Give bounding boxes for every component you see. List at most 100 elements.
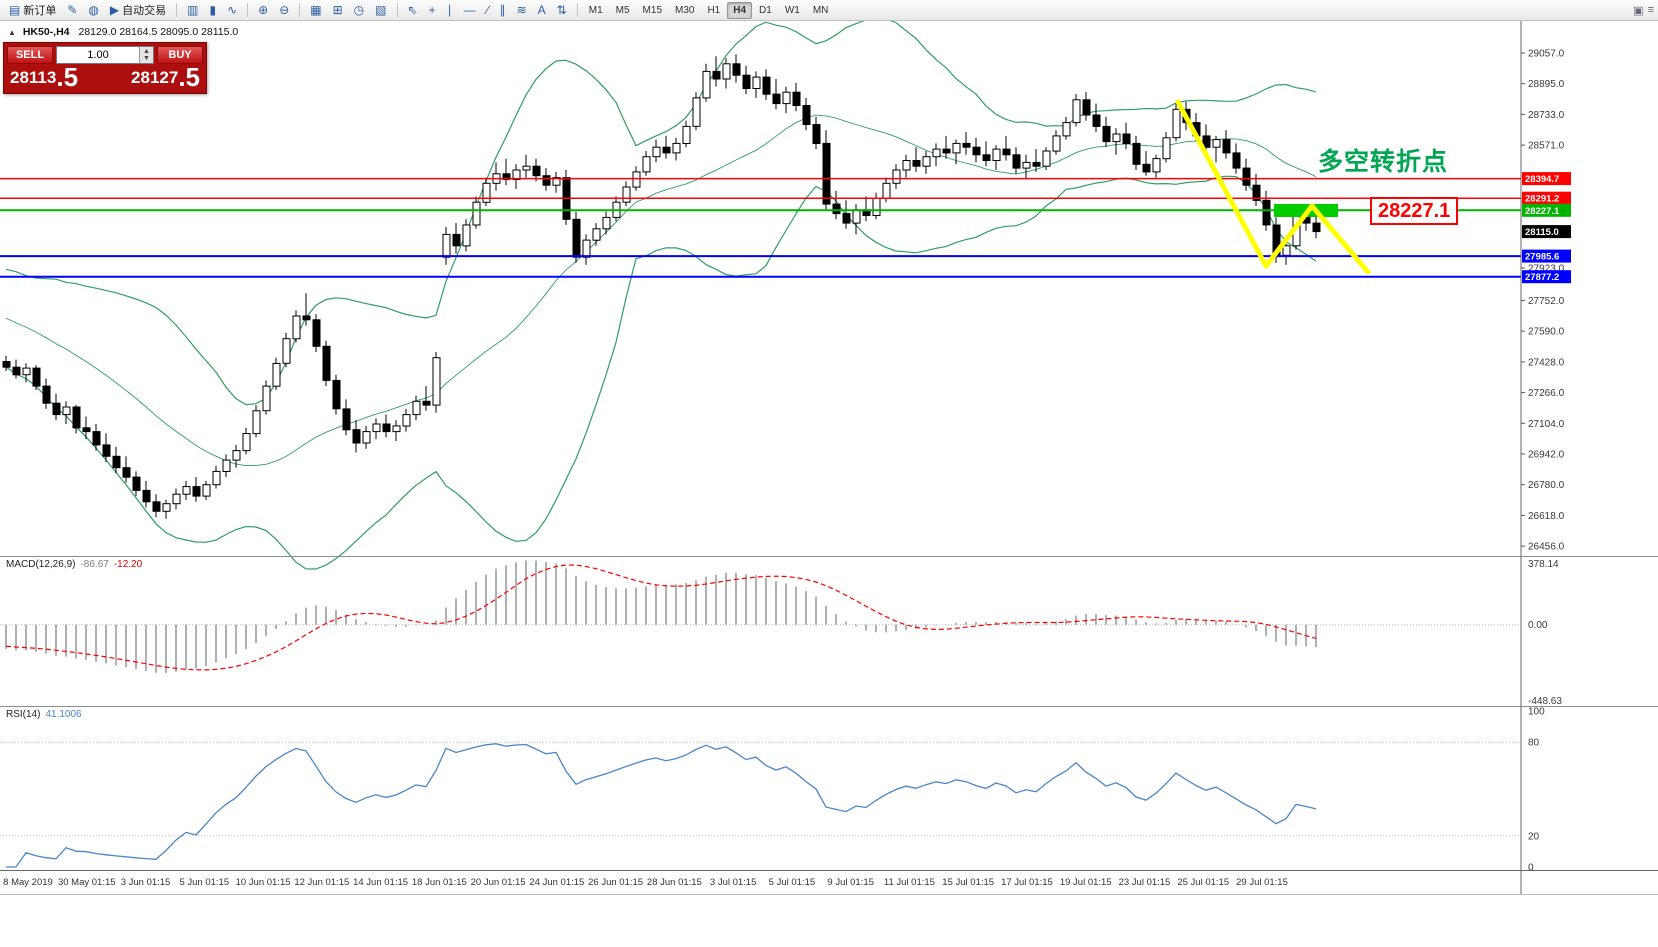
buy-price[interactable]: 28127.5 [131, 64, 200, 90]
lot-up-icon[interactable]: ▲ [143, 48, 150, 55]
toolbar: ▤ 新订单 ✎ ◍ ▶ 自动交易 ▥ ▮ ∿ ⊕ ⊖ ▦ ⊞ ◷ ▧ ⇖ + ∣ ― ∕ ∥ ≋ A ⇅ M1 M5 M15 M30… [0, 0, 1658, 21]
cursor-button[interactable]: ⇖ [403, 1, 423, 19]
lot-spinner[interactable]: ▲ ▼ [139, 47, 153, 63]
autotrading-button[interactable]: ▶ 自动交易 [105, 1, 171, 19]
trendline-button[interactable]: ∕ [482, 1, 494, 19]
time-tick-label: 10 Jun 01:15 [236, 877, 291, 888]
bollinger-lower-band [5, 175, 1317, 570]
candle-body [1252, 184, 1261, 201]
candle-body [1122, 133, 1131, 144]
metaeditor-icon: ✎ [67, 3, 78, 17]
candlestick-chart-button[interactable]: ▮ [204, 1, 221, 19]
arrows-button[interactable]: ⇅ [552, 1, 572, 19]
candle-body [252, 410, 261, 435]
candle-body [812, 124, 821, 144]
bar-chart-button[interactable]: ▥ [182, 1, 203, 19]
svg-text:20: 20 [1528, 831, 1540, 842]
candle-body [662, 146, 671, 154]
lot-size-field[interactable]: 1.00 ▲ ▼ [56, 46, 154, 64]
timeframe-d1-button[interactable]: D1 [759, 4, 772, 16]
fibonacci-icon: ≋ [516, 3, 527, 17]
price-tick-label: 26942.0 [1528, 450, 1565, 461]
time-axis[interactable]: 8 May 2019 30 May 01:15 3 Jun 01:15 5 Jun 0… [3, 877, 1288, 888]
timeframe-m15-button[interactable]: M15 [642, 4, 662, 16]
timeframe-m30-button[interactable]: M30 [675, 4, 695, 16]
rsi-name: RSI(14) [6, 709, 41, 720]
sell-price[interactable]: 28113.5 [10, 64, 78, 90]
horizontal-line-button[interactable]: ― [459, 1, 481, 19]
channel-icon: ∥ [499, 3, 506, 17]
buy-button[interactable]: BUY [157, 46, 203, 64]
price-badge-label: 27985.6 [1525, 252, 1559, 263]
tile-windows-button[interactable]: ▦ [305, 1, 326, 19]
metaeditor-button[interactable]: ✎ [62, 1, 82, 19]
lot-down-icon[interactable]: ▼ [143, 55, 150, 62]
zoom-out-button[interactable]: ⊖ [274, 1, 294, 19]
price-badge-label: 28227.1 [1525, 206, 1560, 217]
templates-button[interactable]: ▧ [370, 1, 391, 19]
timeframe-h4-button[interactable]: H4 [727, 1, 753, 19]
candle-body [32, 367, 41, 387]
bollinger-upper-band [5, 17, 1317, 406]
price-badge [1522, 191, 1571, 205]
new-order-button[interactable]: ▤ 新订单 [4, 1, 61, 19]
candle-body [272, 362, 281, 387]
candle-body [1262, 199, 1271, 226]
time-tick-label: 23 Jul 01:15 [1119, 877, 1171, 888]
candle-body [622, 186, 631, 203]
sell-button[interactable]: SELL [7, 46, 53, 64]
price-tick-label: 28895.0 [1528, 79, 1565, 90]
candle-body [762, 76, 771, 95]
timeframe-m5-button[interactable]: M5 [615, 4, 630, 16]
candle-body [672, 142, 681, 154]
alerts-button[interactable]: ◍ [83, 1, 103, 19]
svg-text:100: 100 [1528, 707, 1545, 718]
periods-button[interactable]: ◷ [349, 1, 369, 19]
line-chart-icon: ∿ [227, 3, 238, 17]
price-callout-label[interactable]: 28227.1 [1370, 197, 1459, 225]
fibonacci-button[interactable]: ≋ [512, 1, 532, 19]
more-icon[interactable]: ≡ [1647, 3, 1654, 16]
candle-body [22, 367, 31, 376]
candle-body [102, 444, 111, 457]
turning-point-annotation-text[interactable]: 多空转折点 [1318, 148, 1449, 176]
candle-body [502, 173, 511, 181]
candle-body [582, 239, 591, 258]
indicators-button[interactable]: ⊞ [328, 1, 348, 19]
candle-body [882, 182, 891, 200]
timeframe-mn-button[interactable]: MN [812, 4, 829, 16]
bar-chart-icon: ▥ [187, 3, 199, 17]
candle-body [1022, 161, 1031, 169]
timeframe-w1-button[interactable]: W1 [784, 4, 800, 16]
price-badge-label: 27877.2 [1525, 272, 1559, 283]
sell-price-main: 28113 [10, 68, 57, 87]
timeframe-m1-button[interactable]: M1 [588, 4, 603, 16]
price-axis[interactable]: 29057.0 28895.0 28733.0 28571.0 27923.0 27752… [1521, 49, 1571, 553]
indicators-icon: ⊞ [332, 3, 343, 17]
arrows-icon: ⇅ [556, 3, 567, 17]
svg-text:0.00: 0.00 [1528, 620, 1548, 631]
candle-body [242, 433, 251, 452]
zoom-in-button[interactable]: ⊕ [253, 1, 273, 19]
text-button[interactable]: A [533, 1, 551, 19]
candle-body [132, 476, 141, 491]
candle-body [362, 431, 371, 444]
candle-body [702, 70, 711, 99]
candle-body [332, 379, 341, 410]
svg-text:0: 0 [1528, 863, 1534, 874]
price-tick-label: 27923.0 [1528, 264, 1565, 275]
yellow-trend-annotation[interactable] [1175, 99, 1371, 275]
text-icon: A [537, 3, 546, 17]
timeframe-h1-button[interactable]: H1 [707, 4, 721, 16]
panel-collapse-icon[interactable]: ▲ [8, 28, 16, 37]
dock-icon[interactable]: ▣ [1633, 4, 1644, 17]
vertical-line-button[interactable]: ∣ [442, 1, 458, 19]
tile-windows-icon: ▦ [310, 3, 322, 17]
crosshair-button[interactable]: + [424, 1, 441, 19]
candle-body [752, 76, 761, 89]
time-tick-label: 28 Jun 01:15 [647, 877, 702, 888]
channel-button[interactable]: ∥ [495, 1, 511, 19]
line-chart-button[interactable]: ∿ [222, 1, 242, 19]
candle-body [1092, 114, 1101, 127]
